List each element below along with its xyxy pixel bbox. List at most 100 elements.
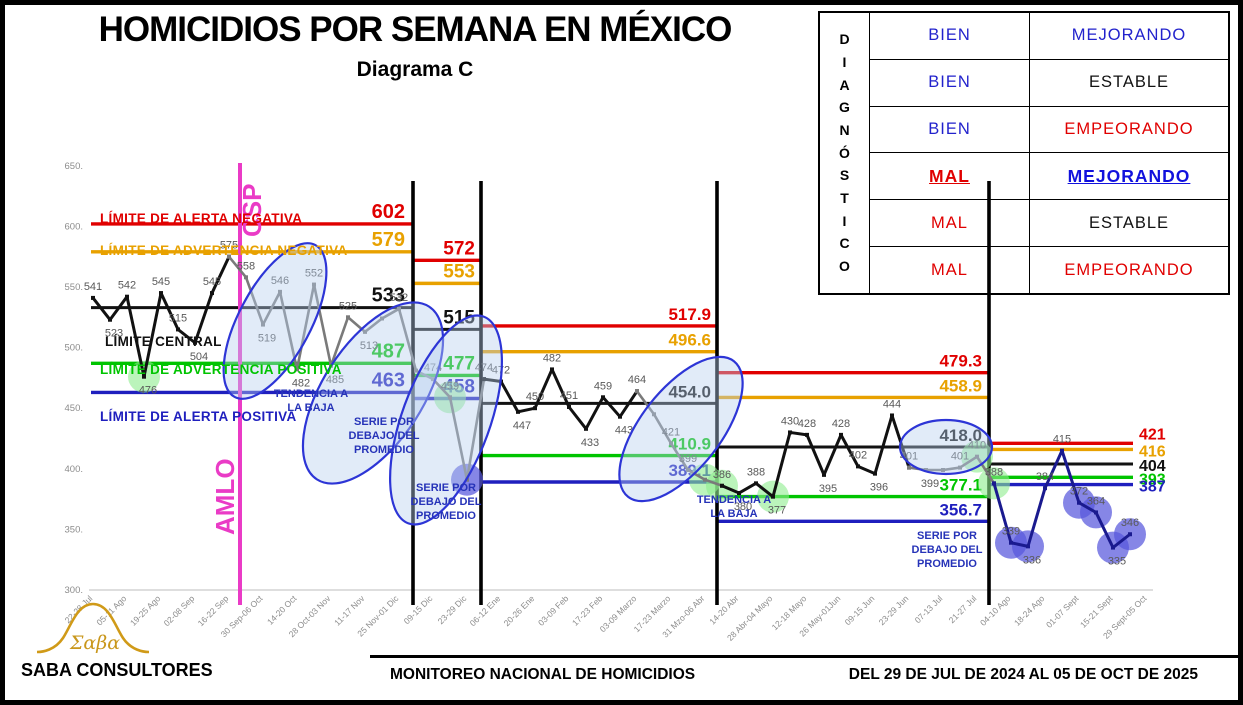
point-value-label: 545 <box>203 276 221 288</box>
diagnostic-trend-cell: ESTABLE <box>1088 213 1170 232</box>
series-line-black <box>720 413 911 499</box>
series-point-marker <box>754 481 758 486</box>
point-value-label: 364 <box>1087 495 1105 507</box>
trend-annotation: DEBAJO DEL <box>912 544 983 556</box>
amlo-label: AMLO <box>210 458 240 535</box>
series-line-gray <box>227 255 486 482</box>
y-tick-label: 400. <box>65 464 84 475</box>
point-value-label: 523 <box>105 328 123 340</box>
limit-value-blue-seg4: 356.7 <box>939 500 982 519</box>
series-point-marker <box>720 483 724 488</box>
series-point-marker <box>380 316 384 321</box>
series-point-marker <box>397 306 401 311</box>
diagnostic-header-letter: S <box>839 167 850 184</box>
series-point-marker <box>567 404 571 409</box>
point-value-label: 464 <box>628 374 646 386</box>
series-point-marker <box>448 395 452 400</box>
point-value-label: 541 <box>84 281 102 293</box>
series-point-marker <box>601 395 605 400</box>
point-value-label: 482 <box>543 352 561 364</box>
point-value-label: 450 <box>526 391 544 403</box>
diagnostic-row-6: MAL EMPEORANDO <box>870 247 1228 293</box>
diagnostic-row-3: BIEN EMPEORANDO <box>870 106 1228 154</box>
y-tick-label: 300. <box>65 585 84 596</box>
series-point-marker <box>142 374 146 379</box>
diagnostic-status-cell: BIEN <box>870 59 1030 106</box>
point-value-label: 415 <box>1053 434 1071 446</box>
point-value-label: 428 <box>798 418 816 430</box>
series-point-marker <box>584 426 588 431</box>
point-value-label: 384 <box>1036 471 1054 483</box>
limit-value-orange-seg5: 416 <box>1139 443 1166 460</box>
diagnostic-trend-cell: EMPEORANDO <box>1064 120 1194 139</box>
point-value-label: 476 <box>139 385 157 397</box>
diagnostic-trend-cell: ESTABLE <box>1088 73 1170 92</box>
point-value-label: 395 <box>819 483 837 495</box>
point-value-label: 443 <box>615 425 633 437</box>
csp-label: CSP <box>237 184 267 237</box>
series-point-marker <box>159 291 163 296</box>
series-point-marker <box>482 377 486 382</box>
point-value-label: 482 <box>292 377 310 389</box>
diagnostic-header-letter: G <box>839 99 850 116</box>
limit-value-orange-seg2: 553 <box>443 261 475 282</box>
series-point-marker <box>414 368 418 373</box>
limit-value-green-seg5: 393 <box>1139 471 1166 488</box>
series-point-marker <box>1094 510 1098 515</box>
diagnostic-status-cell: MAL <box>870 200 1030 247</box>
point-value-label: 410 <box>968 440 986 452</box>
footer-date-range: DEL 29 DE JUL DE 2024 AL 05 DE OCT DE 20… <box>848 666 1198 683</box>
series-point-marker <box>176 327 180 332</box>
diagnostic-header-letter: D <box>839 31 850 48</box>
diagnostic-trend-cell: MEJORANDO <box>1067 165 1191 186</box>
point-value-label: 399 <box>921 478 939 490</box>
trend-ellipse-4 <box>618 355 744 503</box>
limit-value-green-seg2: 477 <box>443 353 475 374</box>
series-point-marker <box>839 432 843 437</box>
series-point-marker <box>227 254 231 259</box>
limit-name-label: LÍMITE CENTRAL <box>105 334 222 349</box>
diagnostic-status-cell: MAL <box>870 247 1030 293</box>
series-point-marker <box>1060 448 1064 453</box>
trend-annotation: PROMEDIO <box>354 444 414 456</box>
series-point-marker <box>431 377 435 382</box>
series-point-marker <box>346 315 350 320</box>
series-point-marker <box>244 275 248 280</box>
diagnostic-status-cell: MAL <box>870 153 1030 200</box>
diagnostic-header-letter: I <box>842 53 847 70</box>
trend-ellipse-2 <box>301 301 445 485</box>
limit-value-red-seg1: 602 <box>372 201 405 223</box>
limit-name-label: LÍMITE DE ADVERTENCIA POSITIVA <box>100 362 342 377</box>
trend-annotation: LA BAJA <box>287 402 334 414</box>
title-block: HOMICIDIOS POR SEMANA EN MÉXICO Diagrama… <box>15 10 815 82</box>
series-point-marker <box>1128 532 1132 537</box>
point-value-label: 336 <box>1023 554 1041 566</box>
point-value-label: 558 <box>237 260 255 272</box>
limit-value-green-seg1: 487 <box>372 340 405 362</box>
limit-value-green-seg4: 377.1 <box>939 476 982 495</box>
series-point-marker <box>261 322 265 327</box>
y-tick-label: 600. <box>65 221 84 232</box>
point-value-label: 428 <box>832 418 850 430</box>
series-point-marker <box>193 340 197 345</box>
limit-value-center-seg5: 404 <box>1139 458 1166 475</box>
limit-value-center-seg4: 418.0 <box>939 426 982 445</box>
trend-annotation: PROMEDIO <box>917 558 977 570</box>
y-tick-label: 550. <box>65 282 84 293</box>
point-value-label: 532 <box>390 292 408 304</box>
series-point-marker <box>295 367 299 372</box>
point-value-label: 545 <box>152 276 170 288</box>
trend-annotation: LA BAJA <box>710 508 757 520</box>
series-point-marker <box>618 414 622 419</box>
point-value-label: 380 <box>734 501 752 513</box>
diagnostic-header-letter: I <box>842 212 847 229</box>
trend-annotation: SERIE POR <box>917 530 977 542</box>
point-value-label: 459 <box>594 380 612 392</box>
series-point-marker <box>975 454 979 459</box>
series-point-marker <box>550 367 554 372</box>
limit-value-red-seg5: 421 <box>1139 426 1166 443</box>
point-value-label: 504 <box>190 351 208 363</box>
point-value-label: 459 <box>441 380 459 392</box>
